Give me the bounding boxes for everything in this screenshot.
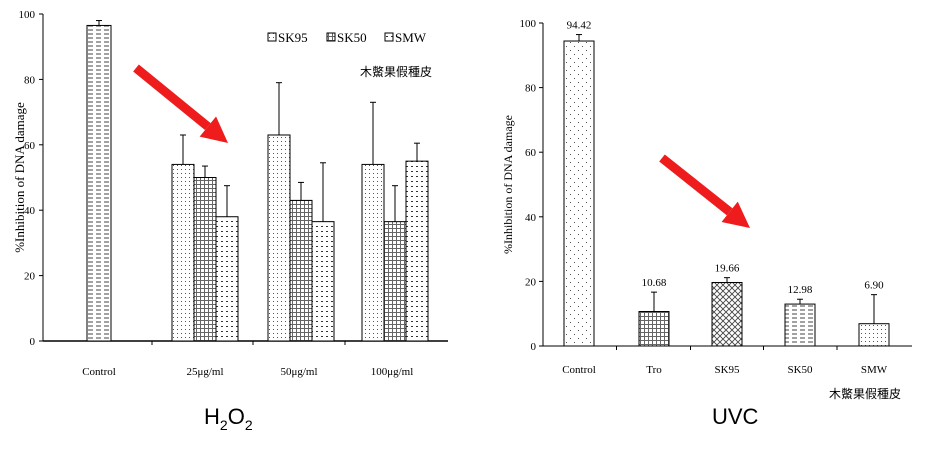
y-tick-label: 20 [525, 276, 537, 288]
y-tick-label: 60 [24, 140, 36, 152]
bar-smw [215, 216, 239, 342]
y-tick-label: 100 [19, 9, 36, 21]
bar-smw [311, 221, 335, 342]
bar-sk95 [711, 281, 743, 347]
indicator-arrow-head [721, 201, 750, 228]
y-tick-label: 80 [525, 83, 537, 95]
legend-entry: SK95 [278, 30, 308, 45]
x-tick-label: SK95 [714, 364, 740, 376]
y-tick-label: 60 [525, 147, 537, 159]
indicator-arrow-head [199, 116, 228, 143]
data-label: 12.98 [788, 284, 813, 296]
data-label: 19.66 [715, 263, 740, 275]
h2o2-chart: 0 20 40 60 80 100 %Inhibition of DNA damage Con… [12, 9, 448, 378]
uvc-chart: 0 20 40 60 80 100 %Inhibition of DNA damage 94.… [501, 18, 912, 401]
y-axis-label: %Inhibition of DNA damage [501, 115, 515, 254]
x-tick-label: 50μg/ml [280, 366, 317, 378]
bar-sk95 [171, 163, 195, 342]
bar-sk50 [289, 199, 313, 342]
bar-smw [405, 160, 429, 342]
y-tick-label: 40 [525, 212, 537, 224]
legend-note: 木鱉果假種皮 [360, 65, 432, 79]
legend-swatch [326, 32, 336, 42]
legend-swatch [384, 32, 394, 42]
x-tick-label: Control [562, 364, 596, 376]
x-tick-label: SMW [861, 364, 888, 376]
bar-control [86, 24, 112, 342]
bar-smw [858, 323, 890, 347]
legend-swatch [267, 32, 277, 42]
data-label: 6.90 [864, 280, 884, 292]
legend-entry: SMW [395, 30, 427, 45]
x-tick-label: Tro [646, 364, 662, 376]
legend-entry: SK50 [337, 30, 367, 45]
y-tick-label: 100 [520, 18, 537, 30]
bar-sk95 [361, 163, 385, 342]
y-tick-label: 40 [24, 205, 36, 217]
bar-tro [638, 311, 670, 347]
bar-sk50 [193, 177, 217, 342]
bar-sk95 [267, 134, 291, 342]
h2o2-caption: H2O2 [204, 404, 253, 433]
indicator-arrow-shaft [133, 64, 211, 131]
data-label: 94.42 [567, 20, 592, 32]
data-label: 10.68 [642, 277, 667, 289]
y-tick-label: 80 [24, 74, 36, 86]
y-tick-label: 0 [531, 341, 537, 353]
uvc-caption: UVC [712, 404, 759, 429]
indicator-arrow-shaft [659, 154, 733, 216]
y-tick-label: 0 [30, 336, 36, 348]
bar-sk50 [784, 303, 816, 347]
note-label: 木鱉果假種皮 [829, 387, 901, 401]
y-axis-label: %Inhibition of DNA damage [12, 102, 27, 253]
x-tick-label: Control [82, 366, 116, 378]
x-tick-label: 25μg/ml [186, 366, 223, 378]
x-tick-label: SK50 [787, 364, 813, 376]
bar-sk50 [383, 221, 407, 342]
y-tick-label: 20 [24, 271, 36, 283]
x-tick-label: 100μg/ml [371, 366, 414, 378]
bar-control [563, 40, 595, 347]
